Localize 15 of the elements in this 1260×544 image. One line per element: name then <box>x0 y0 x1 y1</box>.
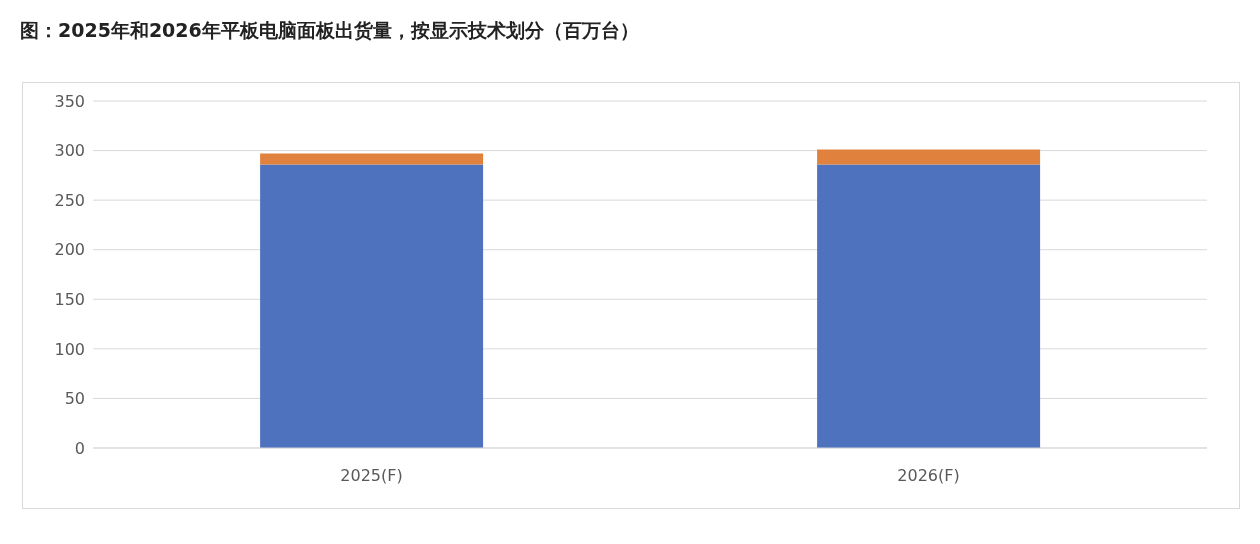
bar <box>817 149 1041 165</box>
bar <box>260 153 484 165</box>
x-tick-label: 2025(F) <box>340 466 403 486</box>
chart-title: 图：2025年和2026年平板电脑面板出货量，按显示技术划分（百万台） <box>19 18 640 43</box>
y-tick-label: 50 <box>64 389 85 409</box>
y-tick-label: 350 <box>54 91 85 111</box>
y-tick-label: 100 <box>54 339 85 359</box>
x-tick-label: 2026(F) <box>897 466 960 486</box>
y-tick-label: 150 <box>54 289 85 309</box>
bar <box>260 164 484 448</box>
y-tick-label: 200 <box>54 240 85 260</box>
y-tick-label: 0 <box>74 438 85 458</box>
y-tick-label: 250 <box>54 190 85 210</box>
bar <box>817 164 1041 448</box>
y-tick-label: 300 <box>54 141 85 161</box>
